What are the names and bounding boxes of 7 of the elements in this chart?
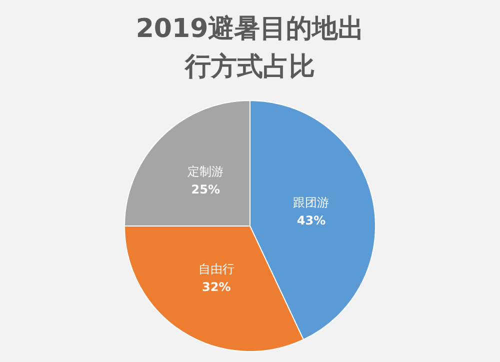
data-label: 43% [296, 213, 326, 228]
slice-label: 跟团游 [293, 195, 330, 210]
chart-title: 2019避暑目的地出行方式占比 [134, 13, 366, 84]
data-label: 25% [191, 182, 220, 197]
slice-label: 自由行 [198, 262, 234, 276]
data-label: 32% [202, 280, 231, 294]
slice-label: 定制游 [188, 164, 224, 179]
